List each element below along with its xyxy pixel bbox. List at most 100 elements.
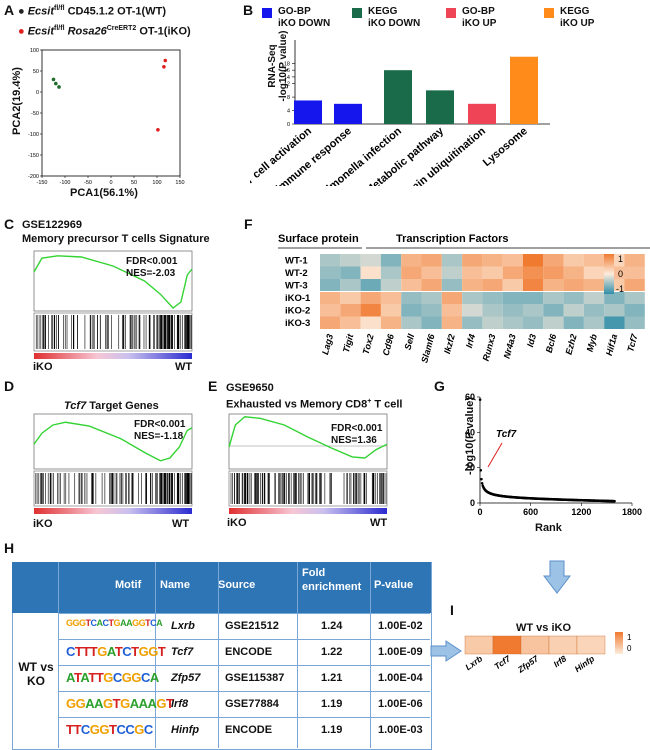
- pca-ytick-label: -100: [28, 132, 39, 138]
- gsea-e-title1: GSE9650: [226, 382, 274, 394]
- heatmap-col-label: Slamf6: [419, 332, 437, 364]
- heatmap-cell: [380, 279, 402, 292]
- heatmap-col-label: Cd96: [381, 332, 397, 357]
- gsea-d-fdr: FDR<0.001 NES=-1.18: [134, 419, 185, 443]
- heatmap-cell: [462, 291, 483, 304]
- rank-xtick-label: 0: [477, 507, 482, 517]
- bar-ylabel-1: RNA-Seq: [267, 44, 278, 88]
- bar-ytick-label: 12: [284, 82, 290, 88]
- bar-ylabel: RNA-Seq -log10(P value): [267, 16, 289, 116]
- gsea-ranked-bar: [34, 508, 192, 514]
- rank-point: [480, 481, 484, 485]
- motif-row-divider: [58, 639, 430, 640]
- rank-point: [478, 398, 482, 401]
- heatmap-cell: [421, 316, 442, 329]
- heatmap-col-label: Irf4: [464, 333, 477, 349]
- heatmap-cell: [340, 291, 361, 304]
- panel-label-b: B: [243, 2, 254, 18]
- heatmap-cell: [563, 316, 584, 329]
- pca-ytick-label: 0: [36, 90, 39, 96]
- rank-point: [613, 499, 616, 503]
- bar-legend-label: GO-BP: [278, 6, 311, 17]
- rank-ylabel: -log10(P value): [464, 396, 476, 476]
- pca-xtick-label: -100: [59, 180, 70, 186]
- gsea-curve: [33, 421, 193, 462]
- motif-row-divider: [58, 717, 430, 718]
- pca-point-wt: [57, 85, 61, 89]
- rank-ytick-label: 0: [470, 498, 475, 508]
- heatmap-col-label: Tigit: [341, 332, 356, 354]
- gsea-e-left: iKO: [227, 517, 247, 529]
- pca-xtick-label: 50: [131, 180, 137, 186]
- rank-xtick-label: 1200: [571, 507, 591, 517]
- motif-name: Irf8: [171, 698, 189, 710]
- heatmap-cell: [502, 316, 523, 329]
- gsea-hits-frame: [33, 470, 193, 507]
- legend-iko-dot: ●: [18, 25, 25, 38]
- heatmap-cell: [421, 266, 442, 279]
- heatmap-cell: [462, 279, 483, 292]
- legend-iko-sup2: CreERT2: [106, 25, 137, 32]
- gsea-c-left: iKO: [33, 361, 53, 373]
- motif-fold: 1.19: [321, 698, 343, 710]
- heatmap-cell: [482, 316, 503, 329]
- motif-header-1: Name: [160, 579, 190, 591]
- heatmap-col-label: Sell: [402, 332, 416, 351]
- motif-heat-scale-label: 1: [627, 633, 632, 642]
- motif-col-divider: [155, 562, 156, 748]
- heatmap-cell: [401, 291, 422, 304]
- heatmap-cell: [441, 304, 463, 317]
- heatmap-cell: [624, 291, 645, 304]
- heatmap-cell: [543, 266, 564, 279]
- motif-heat-col-label: Tcf7: [492, 653, 513, 672]
- rank-point: [480, 477, 483, 481]
- bar: [384, 70, 412, 124]
- heatmap-cell: [502, 254, 523, 267]
- heatmap-cell: [604, 291, 625, 304]
- gsea-e-right: WT: [370, 517, 388, 529]
- gsea-e-fdr-text: FDR<0.001: [331, 423, 383, 434]
- bar: [510, 56, 538, 124]
- heatmap-cell: [340, 304, 361, 317]
- heatmap-scale-label: 1: [618, 254, 623, 264]
- bar-ytick-label: 16: [284, 68, 290, 74]
- gsea-curve: [33, 255, 193, 309]
- bar-ytick-label: 14: [284, 75, 290, 81]
- bar-category-label: Lysosome: [481, 125, 530, 169]
- heatmap-cell: [462, 316, 483, 329]
- motif-source: GSE77884: [225, 698, 279, 710]
- motif-name: Zfp57: [171, 672, 201, 684]
- pca-point-iko: [156, 128, 160, 132]
- heatmap-cell: [523, 316, 544, 329]
- gsea-c-fdr: FDR<0.001 NES=-2.03: [126, 256, 177, 280]
- motif-heat-col-label: Hinfp: [573, 653, 597, 674]
- legend-iko-sup: fl/fl: [54, 25, 65, 32]
- heatmap-cell: [462, 254, 483, 267]
- heatmap-cell: [543, 304, 564, 317]
- tf-heatmap: Surface protein Transcription Factors WT-1…: [278, 233, 650, 364]
- gsea-c-title: GSE122969 Memory precursor T cells Signa…: [22, 218, 210, 246]
- heatmap-row-label: iKO-2: [285, 306, 310, 317]
- gsea-curve: [228, 416, 388, 459]
- heatmap-cell: [441, 291, 463, 304]
- heatmap-cell: [441, 266, 463, 279]
- heatmap-col-label: Ezh2: [564, 333, 579, 356]
- heatmap-cell: [340, 266, 361, 279]
- legend-wt-dot: ●: [18, 5, 25, 18]
- legend-wt-text: CD45.1.2 OT-1(WT): [64, 5, 166, 18]
- legend-iko-gene2: Rosa26: [64, 25, 107, 38]
- heatmap-col-label: Id3: [525, 333, 538, 348]
- pca-ytick-label: -150: [28, 153, 39, 159]
- heatmap-cell: [482, 279, 503, 292]
- motif-col-divider: [58, 562, 59, 748]
- heatmap-cell: [320, 279, 341, 292]
- panel-label-a: A: [4, 2, 15, 18]
- pca-ytick-label: -50: [31, 111, 39, 117]
- pca-ytick-label: 50: [33, 69, 39, 75]
- heatmap-row-label: iKO-1: [285, 293, 311, 304]
- gsea-hits-frame: [228, 470, 388, 507]
- panel-label-f: F: [244, 216, 253, 232]
- motif-heat-col-label: Lxrb: [463, 653, 484, 672]
- motif-pvalue: 1.00E-04: [378, 672, 423, 684]
